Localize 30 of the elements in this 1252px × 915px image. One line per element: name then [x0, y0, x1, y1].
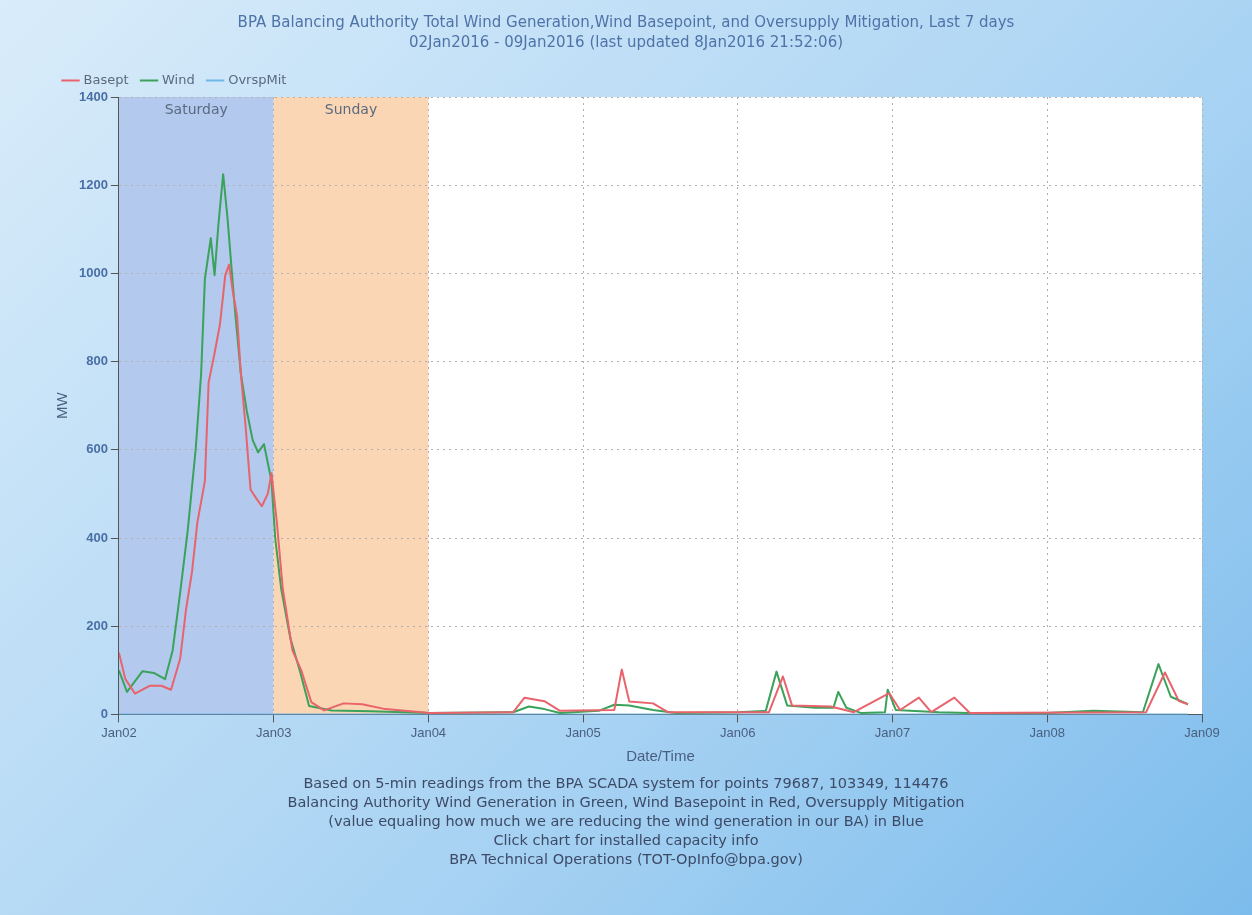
x-tick-label: Jan09	[1184, 724, 1220, 740]
chart-subtitle: 02Jan2016 - 09Jan2016 (last updated 8Jan2016 21:52:06)	[407, 32, 845, 52]
x-tick-label: Jan08	[1029, 724, 1065, 740]
text: Balancing Authority Wind Generation in Green, Wind Basepoint in Red, Oversupply Mitigation	[286, 793, 966, 812]
y-tick-label: 1000	[79, 264, 108, 280]
text: (value equaling how much we are reducing the wind generation in our BA) in Blue	[327, 812, 925, 831]
chart-title: BPA Balancing Authority Total Wind Generation,Wind Basepoint, and Oversupply Mitigation, Last 7 days	[236, 12, 1016, 32]
text: Based on 5-min readings from the BPA SCADA system for points 79687, 103349, 114476	[302, 774, 950, 793]
legend-label: Wind	[162, 71, 195, 87]
y-tick-label: 600	[86, 441, 108, 457]
y-tick-label: 0	[100, 705, 108, 721]
x-tick-label: Jan06	[720, 724, 756, 740]
legend-label: Basept	[83, 71, 129, 87]
x-tick-label: Jan02	[101, 724, 137, 740]
x-tick-label: Jan05	[565, 724, 601, 740]
x-tick-label: Jan07	[874, 724, 911, 740]
legend-label: OvrspMit	[228, 71, 287, 87]
y-tick-label: 800	[86, 353, 108, 369]
y-tick-label: 1400	[79, 88, 108, 104]
x-tick-label: Jan04	[410, 724, 447, 740]
text: Click chart for installed capacity info	[492, 831, 760, 850]
band-label: Sunday	[324, 100, 378, 117]
y-axis-title: MW	[53, 391, 71, 420]
y-tick-label: 1200	[79, 176, 108, 192]
text: BPA Technical Operations (TOT-OpInfo@bpa.gov)	[448, 850, 804, 869]
y-tick-label: 200	[86, 617, 108, 633]
x-axis-title: Date/Time	[626, 747, 695, 765]
band-label: Saturday	[164, 100, 228, 117]
x-tick-label: Jan03	[255, 724, 292, 740]
y-tick-label: 400	[86, 529, 108, 545]
